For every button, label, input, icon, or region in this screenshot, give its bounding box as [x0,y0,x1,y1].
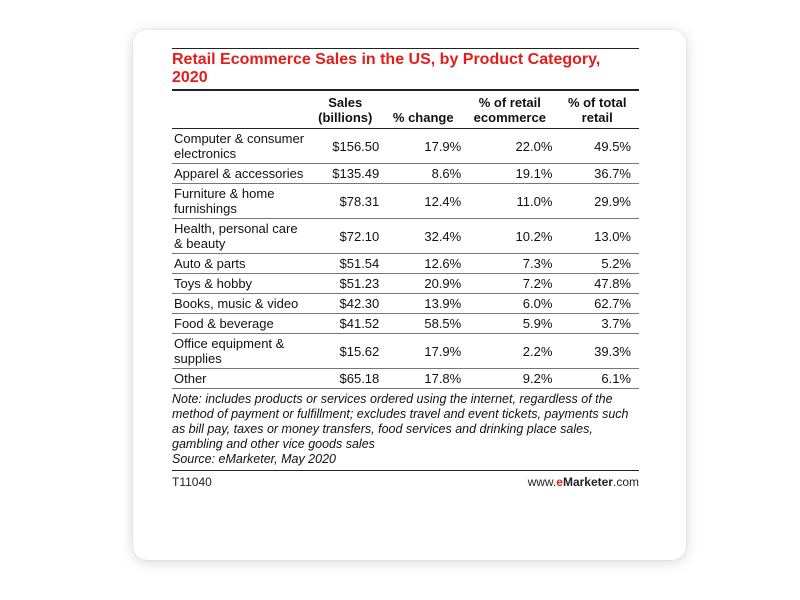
cell-sales: $72.10 [308,218,383,254]
cell-share-total: 3.7% [555,313,639,334]
cell-share-total: 49.5% [555,128,639,164]
table-row: Office equipment & supplies $15.62 17.9% 2.… [172,333,639,369]
header-sales: Sales (billions) [308,89,383,129]
cell-share-ecom: 9.2% [464,368,556,389]
cell-share-total: 39.3% [555,333,639,369]
cell-share-ecom: 7.2% [464,273,556,294]
cell-share-total: 29.9% [555,183,639,219]
chart-footer: T11040 www.eMarketer.com [172,471,639,489]
cell-sales: $135.49 [308,163,383,184]
cell-change: 58.5% [382,313,465,334]
table-row: Apparel & accessories $135.49 8.6% 19.1% 36.… [172,163,639,184]
cell-category: Apparel & accessories [172,163,309,184]
cell-category: Auto & parts [172,253,309,274]
cell-sales: $78.31 [308,183,383,219]
table-row: Auto & parts $51.54 12.6% 7.3% 5.2% [172,253,639,274]
cell-category: Health, personal care & beauty [172,218,309,254]
cell-change: 17.9% [382,128,465,164]
brand-name: Marketer [562,475,613,489]
chart-table-container: Retail Ecommerce Sales in the US, by Pro… [172,48,639,489]
cell-change: 13.9% [382,293,465,314]
header-row: Sales (billions) % change % of retail ec… [172,89,639,129]
cell-category: Other [172,368,309,389]
cell-share-ecom: 6.0% [464,293,556,314]
chart-id: T11040 [172,475,212,489]
brand-e: e [556,475,563,489]
cell-share-ecom: 7.3% [464,253,556,274]
cell-sales: $156.50 [308,128,383,164]
note-text: Note: includes products or services orde… [172,392,629,451]
cell-change: 17.8% [382,368,465,389]
cell-category: Food & beverage [172,313,309,334]
cell-category: Computer & consumer electronics [172,128,309,164]
header-share-ecom: % of retail ecommerce [464,89,556,129]
table-row: Computer & consumer electronics $156.50 17… [172,128,639,164]
header-change: % change [382,89,465,129]
cell-share-ecom: 2.2% [464,333,556,369]
table-row: Furniture & home furnishings $78.31 12.4% 1… [172,183,639,219]
cell-sales: $51.23 [308,273,383,294]
cell-change: 12.6% [382,253,465,274]
data-table: Sales (billions) % change % of retail ec… [172,89,639,389]
table-row: Other $65.18 17.8% 9.2% 6.1% [172,368,639,389]
source-text: Source: eMarketer, May 2020 [172,452,336,466]
cell-sales: $51.54 [308,253,383,274]
cell-share-total: 5.2% [555,253,639,274]
cell-share-ecom: 5.9% [464,313,556,334]
cell-change: 32.4% [382,218,465,254]
cell-change: 17.9% [382,333,465,369]
cell-sales: $42.30 [308,293,383,314]
table-row: Books, music & video $42.30 13.9% 6.0% 62.7% [172,293,639,314]
cell-sales: $15.62 [308,333,383,369]
cell-category: Office equipment & supplies [172,333,309,369]
cell-change: 8.6% [382,163,465,184]
cell-share-ecom: 19.1% [464,163,556,184]
table-row: Toys & hobby $51.23 20.9% 7.2% 47.8% [172,273,639,294]
cell-category: Books, music & video [172,293,309,314]
cell-sales: $65.18 [308,368,383,389]
cell-share-ecom: 10.2% [464,218,556,254]
cell-share-ecom: 11.0% [464,183,556,219]
brand-suffix: .com [612,475,639,489]
footnote: Note: includes products or services orde… [172,389,639,471]
cell-change: 20.9% [382,273,465,294]
brand-prefix: www. [527,475,557,489]
cell-share-ecom: 22.0% [464,128,556,164]
cell-category: Toys & hobby [172,273,309,294]
cell-sales: $41.52 [308,313,383,334]
cell-share-total: 13.0% [555,218,639,254]
cell-share-total: 36.7% [555,163,639,184]
header-share-total: % of total retail [555,89,639,129]
table-row: Food & beverage $41.52 58.5% 5.9% 3.7% [172,313,639,334]
header-category [172,89,309,129]
cell-share-total: 6.1% [555,368,639,389]
cell-change: 12.4% [382,183,465,219]
table-row: Health, personal care & beauty $72.10 32.4… [172,218,639,254]
chart-title: Retail Ecommerce Sales in the US, by Pro… [172,48,639,87]
cell-share-total: 62.7% [555,293,639,314]
cell-share-total: 47.8% [555,273,639,294]
cell-category: Furniture & home furnishings [172,183,309,219]
brand-logo: www.eMarketer.com [528,475,639,489]
